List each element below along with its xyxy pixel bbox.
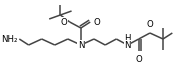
- Text: O: O: [60, 18, 67, 26]
- Text: O: O: [147, 20, 153, 29]
- Text: H: H: [124, 34, 131, 42]
- Text: O: O: [135, 55, 142, 64]
- Text: N: N: [78, 41, 84, 49]
- Text: O: O: [93, 18, 100, 26]
- Text: N: N: [124, 41, 131, 49]
- Text: NH₂: NH₂: [1, 35, 18, 43]
